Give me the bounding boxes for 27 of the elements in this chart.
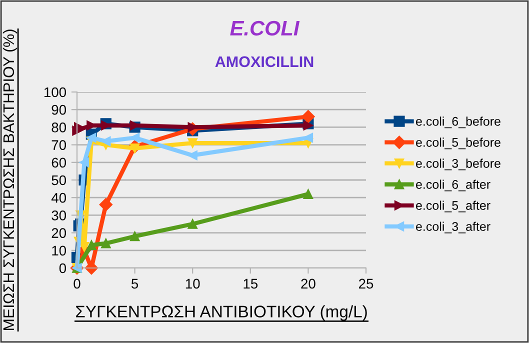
x-tick-label: 10 [186, 278, 200, 289]
y-tick-label: 20 [52, 228, 66, 238]
legend-label: e.coli_6_after [416, 180, 490, 192]
x-axis-title: ΣΥΓΚΕΝΤΡΩΣΗ ΑΝΤΙΒΙΟΤΙΚΟΥ (mg/L) [76, 305, 367, 321]
y-tick-label: 40 [51, 192, 66, 203]
y-tick-label: 0 [59, 263, 66, 274]
x-tick-label: 15 [244, 278, 258, 289]
y-tick-label: 10 [52, 246, 66, 256]
y-tick-label: 30 [52, 210, 66, 220]
legend-label: e.coli_3_before [416, 158, 500, 170]
x-tick-label: 5 [131, 278, 138, 289]
legend-label: e.coli_5_before [416, 138, 500, 150]
legend-label: e.coli_6_before [416, 116, 500, 128]
chart-title: E.COLI [230, 20, 300, 36]
y-tick-label: 70 [52, 140, 66, 150]
y-tick-label: 90 [52, 104, 66, 115]
y-tick-label: 80 [52, 122, 66, 132]
x-tick-label: 0 [74, 278, 80, 289]
y-axis-title: ΜΕΙΩΣΗ ΣΥΓΚΕΝΤΡΩΣΗΣ ΒΑΚΤΗΡΙΟΥ (%) [2, 30, 18, 330]
x-tick-label: 20 [301, 278, 316, 289]
y-tick-label: 60 [52, 158, 66, 168]
y-tick-label: 50 [52, 175, 66, 186]
x-tick-label: 25 [358, 278, 374, 289]
chart-subtitle: AMOXICILLIN [215, 56, 314, 68]
y-tick-label: 100 [44, 87, 66, 98]
legend-label: e.coli_5_after [416, 200, 490, 212]
legend-label: e.coli_3_after [416, 222, 490, 234]
